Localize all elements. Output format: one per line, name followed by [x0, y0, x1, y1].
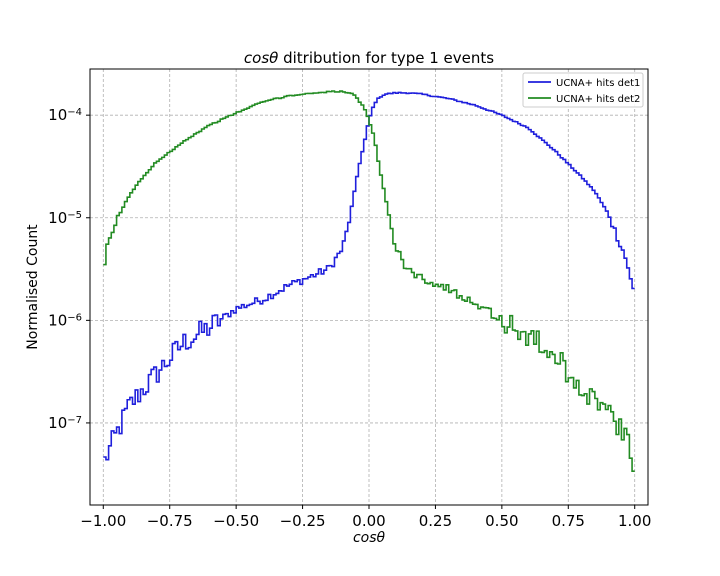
legend-label-det1: UCNA+ hits det1 [556, 78, 640, 89]
x-tick-label: −0.50 [213, 512, 259, 530]
legend: UCNA+ hits det1 UCNA+ hits det2 [522, 72, 644, 108]
x-axis-ticks: −1.00 −0.75 −0.50 −0.25 0.00 0.25 0.50 0.75 1.00 [80, 505, 651, 530]
y-tick-label: 10−4 [48, 106, 82, 124]
chart-title-math: cosθ [244, 49, 278, 67]
y-axis-label: Normalised Count [25, 224, 41, 350]
legend-box [522, 72, 644, 108]
x-tick-label: 0.75 [552, 512, 585, 530]
y-axis-ticks: 10−7 10−6 10−5 10−4 [48, 106, 90, 432]
y-tick-label: 10−5 [48, 209, 82, 227]
chart-title: cosθ ditribution for type 1 events [244, 49, 494, 67]
series-layer [103, 90, 635, 472]
y-tick-label: 10−6 [48, 311, 82, 329]
x-tick-label: 0.25 [419, 512, 452, 530]
x-axis-label: cosθ [353, 530, 386, 546]
grid [90, 69, 648, 505]
y-tick-label: 10−7 [48, 414, 82, 432]
x-tick-label: −0.25 [280, 512, 326, 530]
chart-title-rest: ditribution for type 1 events [278, 49, 494, 67]
legend-label-det2: UCNA+ hits det2 [556, 94, 640, 105]
x-tick-label: −1.00 [80, 512, 126, 530]
x-tick-label: 0.00 [352, 512, 385, 530]
x-tick-label: −0.75 [147, 512, 193, 530]
x-tick-label: 1.00 [618, 512, 651, 530]
x-tick-label: 0.50 [485, 512, 518, 530]
series-line-2 [103, 90, 635, 472]
